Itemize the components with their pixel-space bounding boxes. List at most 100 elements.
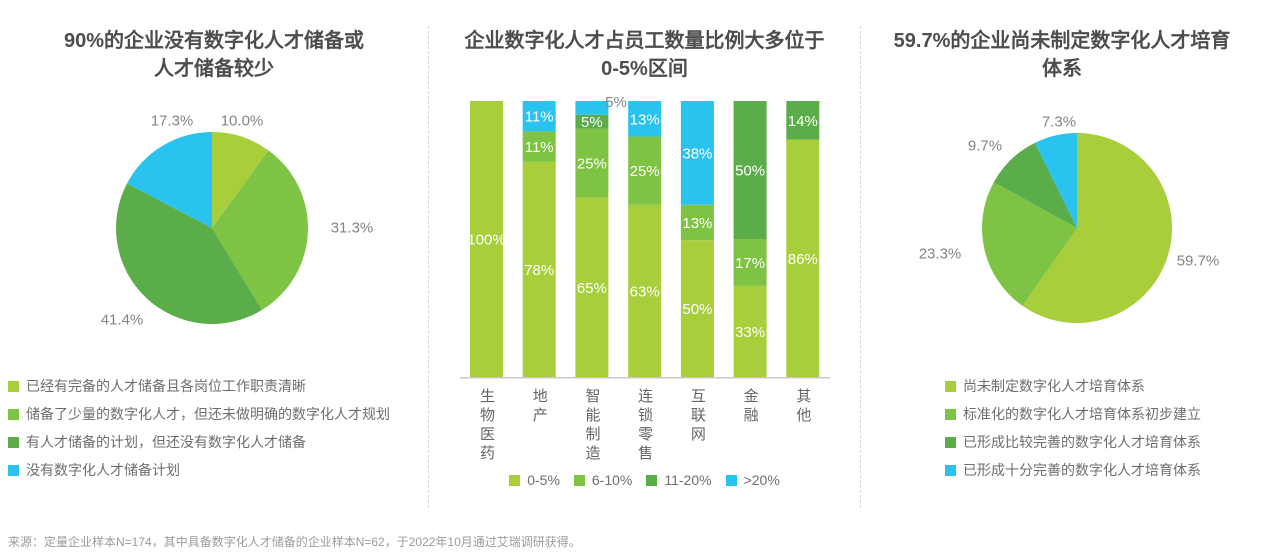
pie-slice-1 [981,182,1077,306]
pie-slice-2 [116,183,262,324]
bar-segment-label: 13% [682,215,712,232]
training-legend: 尚未制定数字化人才培育体系标准化的数字化人才培育体系初步建立 已形成比较完善的数字… [945,379,1201,491]
category-label: 地产 [530,388,548,426]
legend-item: 有人才储备的计划，但还没有数字化人才储备 [8,435,390,450]
category-label: 其他 [794,388,812,426]
legend-label: 标准化的数字化人才培育体系初步建立 [963,406,1201,422]
legend-swatch [8,437,19,448]
reserve-pie-chart: 10.0% 31.3% 41.4% 17.3% [101,113,374,329]
bar-segment-label: 13% [630,111,660,128]
panel-talent-reserve: 90%的企业没有数字化人才储备或 人才储备较少 10.0% 31.3% 41.4% 1… [0,0,428,556]
legend-label: 已形成比较完善的数字化人才培育体系 [963,434,1201,450]
training-panel-title: 59.7%的企业尚未制定数字化人才培育 体系 [861,27,1263,83]
bar-segment-label: 25% [577,156,607,173]
ratio-legend: 0-5% 6-10% 11-20% >20% [428,473,861,488]
legend-label: 没有数字化人才储备计划 [26,462,180,478]
pie-slice-0 [212,132,269,228]
legend-label: 6-10% [591,472,633,488]
category-label: 连锁零售 [636,388,654,464]
legend-item: 已形成比较完善的数字化人才培育体系 [945,435,1201,450]
legend-item: >20% [725,472,780,488]
legend-item: 6-10% [573,472,633,488]
bar-segment [733,285,767,377]
legend-label: 储备了少量的数字化人才，但还未做明确的数字化人才规划 [26,406,390,422]
reserve-legend: 已经有完备的人才储备且各岗位工作职责清晰储备了少量的数字化人才，但还未做明确的数… [8,379,390,491]
reserve-panel-title: 90%的企业没有数字化人才储备或 人才储备较少 [0,27,428,83]
category-label: 金融 [741,388,759,426]
panel-divider-right [860,26,861,508]
pie-slice-3 [127,132,212,228]
bar-segment [575,128,609,198]
pie-value-label: 23.3% [919,246,962,263]
training-pie-chart: 59.7% 23.3% 9.7% 7.3% [919,114,1220,323]
legend-label: 11-20% [664,472,712,488]
pie-slice-3 [1034,133,1077,228]
bar-segment [786,139,820,377]
ratio-bar-chart: 100% 78% 11% 11% 65% 25% 5%5% 63% 25% 13% 50% 13% 38… [460,94,830,379]
legend-item: 已形成十分完善的数字化人才培育体系 [945,463,1201,478]
bar-segment-label: 25% [630,163,660,180]
bar-segment [680,240,714,377]
reserve-title-line2: 人才储备较少 [154,58,274,80]
pie-slice-0 [1022,133,1172,323]
legend-swatch [945,437,956,448]
bar-segment-label: 50% [682,301,712,318]
panel-talent-ratio: 企业数字化人才占员工数量比例大多位于 0-5%区间 100% 78% 11% 11% 6… [428,0,861,556]
category-label: 智能制造 [583,388,601,464]
legend-item: 0-5% [509,473,560,488]
training-title-line1: 59.7%的企业尚未制定数字化人才培育 [893,30,1231,52]
bar-segment-label: 78% [524,262,554,279]
legend-label: 0-5% [527,472,560,488]
source-note: 来源：定量企业样本N=174，其中具备数字化人才储备的企业样本N=62，于202… [8,535,581,549]
legend-swatch [725,475,737,486]
pie-value-label: 41.4% [101,312,144,329]
bar-segment [680,101,714,205]
bar-segment-label: 17% [735,255,765,272]
bar-segment-label: 33% [735,324,765,341]
legend-item: 储备了少量的数字化人才，但还未做明确的数字化人才规划 [8,407,390,422]
legend-swatch [8,381,19,392]
bar-segment-label: 38% [682,145,712,162]
bar-segment-label: 65% [577,280,607,297]
panel-divider-left [428,26,429,508]
bar-segment-label: 63% [630,283,660,300]
pie-slice-2 [993,142,1077,228]
legend-swatch [8,465,19,476]
legend-swatch [646,475,658,486]
legend-swatch [573,475,585,486]
legend-label: 已形成十分完善的数字化人才培育体系 [963,462,1201,478]
ratio-panel-title: 企业数字化人才占员工数量比例大多位于 0-5%区间 [428,27,861,83]
bar-segment [733,101,767,239]
reserve-title-line1: 90%的企业没有数字化人才储备或 [63,30,365,52]
bar-segment [733,239,767,286]
bar-segment [575,101,609,115]
pie-value-label: 7.3% [1042,114,1076,131]
pie-value-label: 9.7% [968,138,1002,155]
bar-segment-label: 11% [525,109,554,126]
pie-value-label: 17.3% [151,113,194,130]
bar-segment [786,101,820,140]
ratio-title-line2: 0-5%区间 [601,58,688,80]
pie-value-label: 59.7% [1177,253,1220,270]
category-label: 生物医药 [478,388,495,464]
legend-swatch [509,475,521,486]
legend-swatch [8,409,19,420]
legend-label: >20% [743,472,780,488]
bar-segment [680,204,714,241]
bar-segment [628,204,662,377]
legend-swatch [945,465,956,476]
bar-segment-label: 5% [581,114,603,131]
pie-value-label: 10.0% [221,113,264,130]
legend-label: 尚未制定数字化人才培育体系 [963,378,1145,394]
bar-segment-label: 50% [735,163,765,180]
bar-segment-label: 86% [788,251,818,268]
pie-value-label: 31.3% [331,220,374,237]
legend-item: 尚未制定数字化人才培育体系 [945,379,1201,394]
legend-item: 已经有完备的人才储备且各岗位工作职责清晰 [8,379,390,394]
bar-segment-label: 14% [788,113,818,130]
ratio-title-line1: 企业数字化人才占员工数量比例大多位于 [464,30,825,52]
panel-training-system: 59.7%的企业尚未制定数字化人才培育 体系 59.7% 23.3% 9.7% 7.3… [861,0,1263,556]
legend-item: 没有数字化人才储备计划 [8,463,390,478]
bar-segment [470,101,503,377]
